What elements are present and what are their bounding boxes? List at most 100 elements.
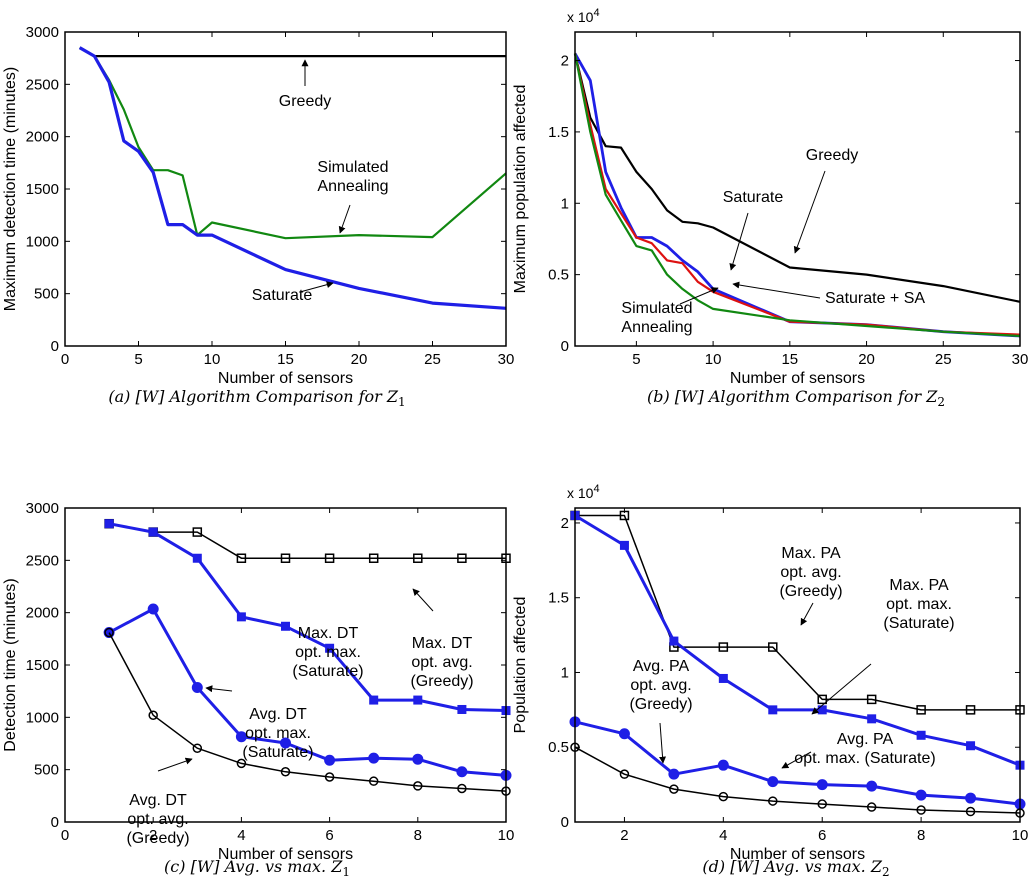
data-point-max_pa_max_saturate [669, 636, 679, 646]
y-tick-label: 2500 [26, 552, 59, 569]
caption-text: (c) [W] Avg. vs max. Z [164, 857, 343, 876]
annotation-arrow [338, 204, 351, 234]
caption-text: (a) [W] Algorithm Comparison for Z [108, 387, 399, 406]
annotation-text: Annealing [317, 178, 388, 195]
figure-caption: (d) [W] Avg. vs max. Z2 [702, 857, 889, 879]
series-line-saturate [573, 52, 1021, 338]
x-tick-label: 4 [237, 827, 245, 844]
y-exponent-power: 4 [593, 483, 599, 495]
caption-text: (d) [W] Avg. vs max. Z [702, 857, 882, 876]
y-tick-label: 3000 [26, 24, 59, 41]
data-point-max_dt_avg_greedy [413, 553, 423, 563]
data-point-max_dt_avg_greedy [236, 553, 247, 563]
data-point-avg_pa_max_saturate [717, 759, 729, 771]
data-point-avg_pa_avg_greedy [669, 784, 679, 794]
data-point-max_dt_max_saturate [457, 704, 467, 714]
data-point-max_pa_max_saturate [718, 673, 728, 683]
x-tick-label: 2 [620, 827, 628, 844]
annotation-text: Max. PA [889, 577, 949, 594]
annotation-text: Avg. PA [837, 731, 894, 748]
x-tick-label: 2 [149, 827, 157, 844]
series-line-saturate [78, 46, 507, 310]
x-tick-label: 15 [781, 351, 798, 368]
caption-subscript: 2 [937, 395, 945, 409]
annotation-text: Max. DT [298, 625, 359, 642]
y-tick-label: 1 [561, 195, 569, 212]
y-tick-label: 2 [561, 515, 569, 532]
data-point-avg_dt_max_saturate [324, 754, 336, 766]
annotation-text: (Saturate) [883, 615, 954, 632]
series-line-greedy [573, 53, 1021, 303]
data-point-avg_pa_avg_greedy [965, 806, 976, 817]
data-point-avg_pa_avg_greedy [817, 799, 827, 809]
data-point-max_dt_max_saturate [104, 519, 114, 529]
annotation-arrow [781, 751, 812, 769]
x-tick-label: 4 [719, 827, 727, 844]
annotation-text: Saturate [723, 189, 784, 206]
annotation-text: Saturate [252, 287, 313, 304]
x-tick-label: 10 [204, 351, 221, 368]
annotation-text: Simulated [621, 300, 692, 317]
x-tick-label: 6 [325, 827, 333, 844]
annotation-text: opt. avg. [630, 677, 691, 694]
data-point-max_pa_max_saturate [867, 714, 877, 724]
data-point-avg_dt_max_saturate [191, 682, 203, 694]
data-point-max_pa_max_saturate [966, 741, 976, 751]
data-point-avg_pa_max_saturate [866, 780, 878, 792]
figure-caption: (a) [W] Algorithm Comparison for Z1 [108, 387, 405, 409]
y-exponent: x 104 [567, 483, 600, 501]
caption-subscript: 1 [398, 395, 406, 409]
annotation-text: Max. PA [781, 545, 841, 562]
y-tick-label: 500 [34, 286, 59, 303]
annotation-arrow [729, 212, 749, 271]
series-line-max_dt_max_saturate [108, 522, 507, 712]
data-point-avg_pa_max_saturate [668, 768, 680, 780]
annotation-text: Max. DT [412, 635, 473, 652]
series-line-max_dt_avg_greedy [108, 522, 506, 559]
x-axis-label: Number of sensors [218, 370, 353, 387]
data-point-avg_pa_max_saturate [618, 728, 630, 740]
series-line-avg_pa_max_saturate [574, 720, 1021, 806]
data-point-avg_pa_max_saturate [816, 779, 828, 791]
annotation-arrow [811, 663, 872, 715]
y-axis-label: Detection time (minutes) [2, 578, 19, 751]
data-point-max_dt_max_saturate [369, 695, 379, 705]
annotation-arrow [679, 287, 719, 305]
y-tick-label: 1000 [26, 233, 59, 250]
y-axis-label: Population affected [512, 597, 529, 734]
annotation-text: Annealing [621, 319, 692, 336]
annotation-text: (Greedy) [779, 583, 842, 600]
x-tick-label: 10 [1012, 827, 1029, 844]
series-line-avg_dt_max_saturate [108, 607, 507, 777]
data-point-avg_dt_max_saturate [280, 737, 291, 749]
series-line-max_pa_max_saturate [574, 514, 1021, 767]
data-point-avg_pa_max_saturate [767, 776, 779, 788]
annotation-text: (Saturate) [242, 744, 313, 761]
data-point-avg_dt_max_saturate [235, 731, 247, 743]
annotation-arrow [157, 757, 193, 772]
y-tick-label: 2500 [26, 76, 59, 93]
caption-subscript: 1 [342, 865, 350, 879]
data-point-avg_dt_avg_greedy [368, 776, 379, 786]
data-point-max_pa_max_saturate [768, 705, 778, 715]
data-point-max_pa_avg_greedy [718, 642, 729, 652]
annotation-arrow [205, 685, 233, 693]
data-point-max_pa_avg_greedy [916, 705, 926, 715]
annotation-text: (Greedy) [410, 673, 473, 690]
caption-subscript: 2 [882, 865, 890, 879]
x-tick-label: 25 [424, 351, 441, 368]
x-axis-label: Number of sensors [730, 370, 865, 387]
series-line-sa [573, 53, 1021, 338]
x-tick-label: 25 [935, 351, 952, 368]
data-point-avg_pa_avg_greedy [619, 769, 630, 779]
annotation-text: Avg. PA [633, 658, 690, 675]
x-tick-label: 20 [351, 351, 368, 368]
x-tick-label: 30 [1012, 351, 1029, 368]
annotation-text: opt. avg. [411, 654, 472, 671]
plot-frame [574, 31, 1021, 347]
y-tick-label: 0 [51, 814, 59, 831]
panel-a: 0 5 10 15 20 25 30 0 500 1000 1500 2000 2500 3000 Numb… [2, 24, 514, 409]
x-tick-label: 6 [818, 827, 826, 844]
annotation-arrow [800, 602, 814, 626]
y-axis-label: Maximum population affected [512, 85, 529, 294]
